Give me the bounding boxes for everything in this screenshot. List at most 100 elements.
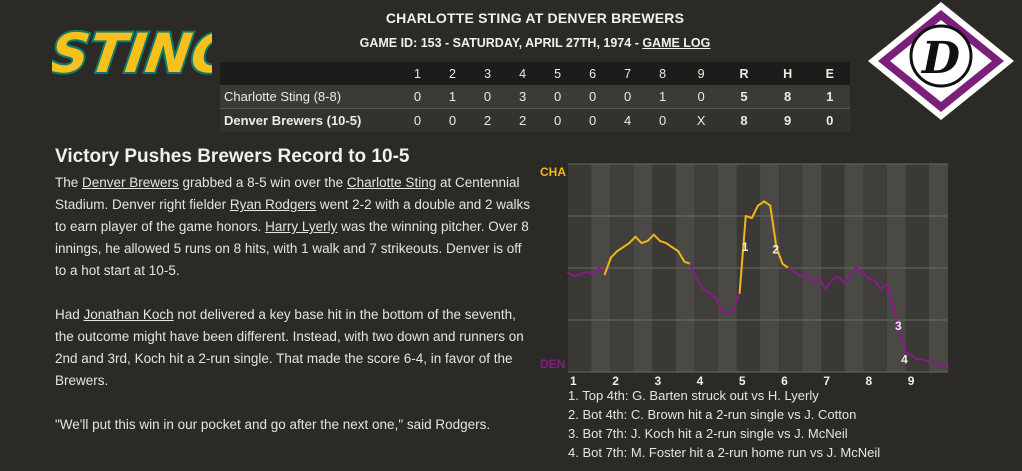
- col-9: 9: [697, 66, 705, 81]
- wp-line-segment: [812, 277, 821, 284]
- total-errors: 0: [826, 113, 834, 128]
- chart-top-label: CHA: [540, 165, 566, 179]
- col-errors: E: [825, 66, 834, 81]
- wp-line-segment: [671, 246, 680, 253]
- inning-score: 0: [448, 113, 457, 128]
- inning-score: 3: [518, 89, 527, 104]
- total-runs: 5: [740, 89, 748, 104]
- col-5: 5: [554, 66, 562, 81]
- wp-line-segment: [891, 304, 900, 332]
- wp-line-segment: [836, 275, 845, 284]
- story-text: went 2-2 with a double and 2 walks to ea…: [55, 197, 531, 234]
- inning-tick-label: 3: [654, 374, 661, 388]
- team-link-denver[interactable]: Denver Brewers: [82, 175, 179, 190]
- player-link-rodgers[interactable]: Ryan Rodgers: [229, 197, 317, 212]
- wp-line-segment: [622, 242, 631, 249]
- wp-line-segment: [763, 200, 772, 207]
- inning-score: X: [696, 113, 706, 128]
- wp-line-segment: [701, 287, 710, 294]
- inning-tick-label: 5: [739, 374, 746, 388]
- col-2: 2: [449, 66, 456, 81]
- col-3: 3: [484, 66, 492, 81]
- story-text: Had: [55, 307, 84, 322]
- wp-line-segment: [940, 364, 949, 369]
- list-item: 4. Bot 7th: M. Foster hit a 2-run home r…: [568, 445, 881, 460]
- col-8: 8: [659, 66, 667, 81]
- wp-line-segment: [750, 204, 759, 220]
- story-paragraph: Had Jonathan Koch not delivered a key ba…: [55, 304, 535, 392]
- game-subtitle: GAME ID: 153 - SATURDAY, APRIL 27TH, 197…: [220, 36, 850, 50]
- team-link-charlotte[interactable]: Charlotte Sting: [346, 175, 437, 190]
- total-errors: 1: [826, 89, 834, 104]
- wp-line-segment: [677, 250, 686, 263]
- team-col-header: [220, 62, 400, 85]
- wp-line-segment: [928, 360, 937, 365]
- inning-tick-label: 4: [697, 374, 704, 388]
- wp-line-segment: [683, 260, 692, 265]
- wp-line-segment: [726, 308, 735, 315]
- player-link-koch[interactable]: Jonathan Koch: [83, 307, 174, 322]
- inning-tick-label: 6: [781, 374, 788, 388]
- inning-score: 0: [413, 113, 422, 128]
- key-play-marker: 3: [895, 319, 902, 333]
- col-6: 6: [589, 66, 597, 81]
- game-meta: GAME ID: 153 - SATURDAY, APRIL 27TH, 197…: [359, 36, 643, 50]
- wp-line-segment: [665, 242, 674, 249]
- wp-line-segment: [787, 267, 796, 274]
- wp-line-segment: [707, 291, 717, 299]
- wp-line-segment: [634, 235, 643, 245]
- wp-line-segment: [567, 271, 576, 278]
- list-item: 1. Top 4th: G. Barten struck out vs H. L…: [568, 388, 819, 403]
- story-text: not delivered a key base hit in the bott…: [55, 307, 524, 388]
- list-item: 3. Bot 7th: J. Koch hit a 2-run single v…: [568, 426, 848, 441]
- inning-score: 0: [623, 89, 632, 104]
- wp-line-segment: [879, 283, 888, 290]
- wp-line-segment: [775, 246, 784, 265]
- wp-line-segment: [897, 329, 907, 353]
- box-score: 1 2 3 4 5 6 7 8 9 R H E Charlotte Sting …: [220, 62, 850, 132]
- wp-line-segment: [855, 267, 864, 274]
- game-story: The Denver Brewers grabbed a 8-5 win ove…: [55, 172, 535, 458]
- chart-bottom-label: DEN: [540, 357, 565, 371]
- wp-line-segment: [842, 275, 851, 284]
- wp-line-segment: [738, 215, 747, 294]
- inning-score: 1: [659, 89, 667, 104]
- inning-score: 0: [659, 113, 667, 128]
- wp-line-segment: [579, 271, 588, 276]
- wp-line-segment: [848, 267, 858, 278]
- total-hits: 8: [784, 89, 792, 104]
- inning-tick-label: 7: [823, 374, 830, 388]
- story-quote: "We'll put this win in our pocket and go…: [55, 417, 491, 432]
- col-4: 4: [519, 66, 527, 81]
- key-plays: 1. Top 4th: G. Barten struck out vs H. L…: [568, 386, 880, 462]
- wp-line-segment: [885, 283, 894, 307]
- wp-line-segment: [910, 354, 919, 361]
- inning-tick-label: 9: [908, 374, 915, 388]
- wp-line-segment: [585, 271, 594, 276]
- game-log-link[interactable]: GAME LOG: [642, 36, 711, 50]
- wp-line-segment: [591, 267, 600, 276]
- inning-score: 4: [623, 113, 632, 128]
- key-play-marker: 2: [772, 242, 779, 256]
- wp-line-segment: [922, 358, 931, 363]
- wp-line-segment: [732, 291, 741, 311]
- wp-line-segment: [652, 233, 661, 242]
- story-text: at Centennial Stadium. Denver right fiel…: [55, 175, 520, 212]
- sting-logo: STING: [52, 20, 212, 84]
- inning-tick-label: 1: [570, 374, 577, 388]
- wp-line-segment: [799, 273, 809, 278]
- brewers-logo: D: [868, 2, 1014, 120]
- wp-line-segment: [793, 271, 802, 278]
- team-name: Denver Brewers (10-5): [224, 113, 362, 128]
- svg-text:D: D: [920, 33, 960, 84]
- wp-line-segment: [597, 267, 606, 276]
- wp-line-segment: [714, 296, 723, 311]
- player-link-lyerly[interactable]: Harry Lyerly: [265, 219, 338, 234]
- col-hits: H: [783, 66, 793, 81]
- inning-score: 2: [483, 113, 492, 128]
- inning-score: 0: [553, 89, 562, 104]
- wp-line-segment: [818, 277, 827, 290]
- wp-line-segment: [904, 350, 913, 357]
- col-1: 1: [414, 66, 421, 81]
- inning-score: 0: [553, 113, 562, 128]
